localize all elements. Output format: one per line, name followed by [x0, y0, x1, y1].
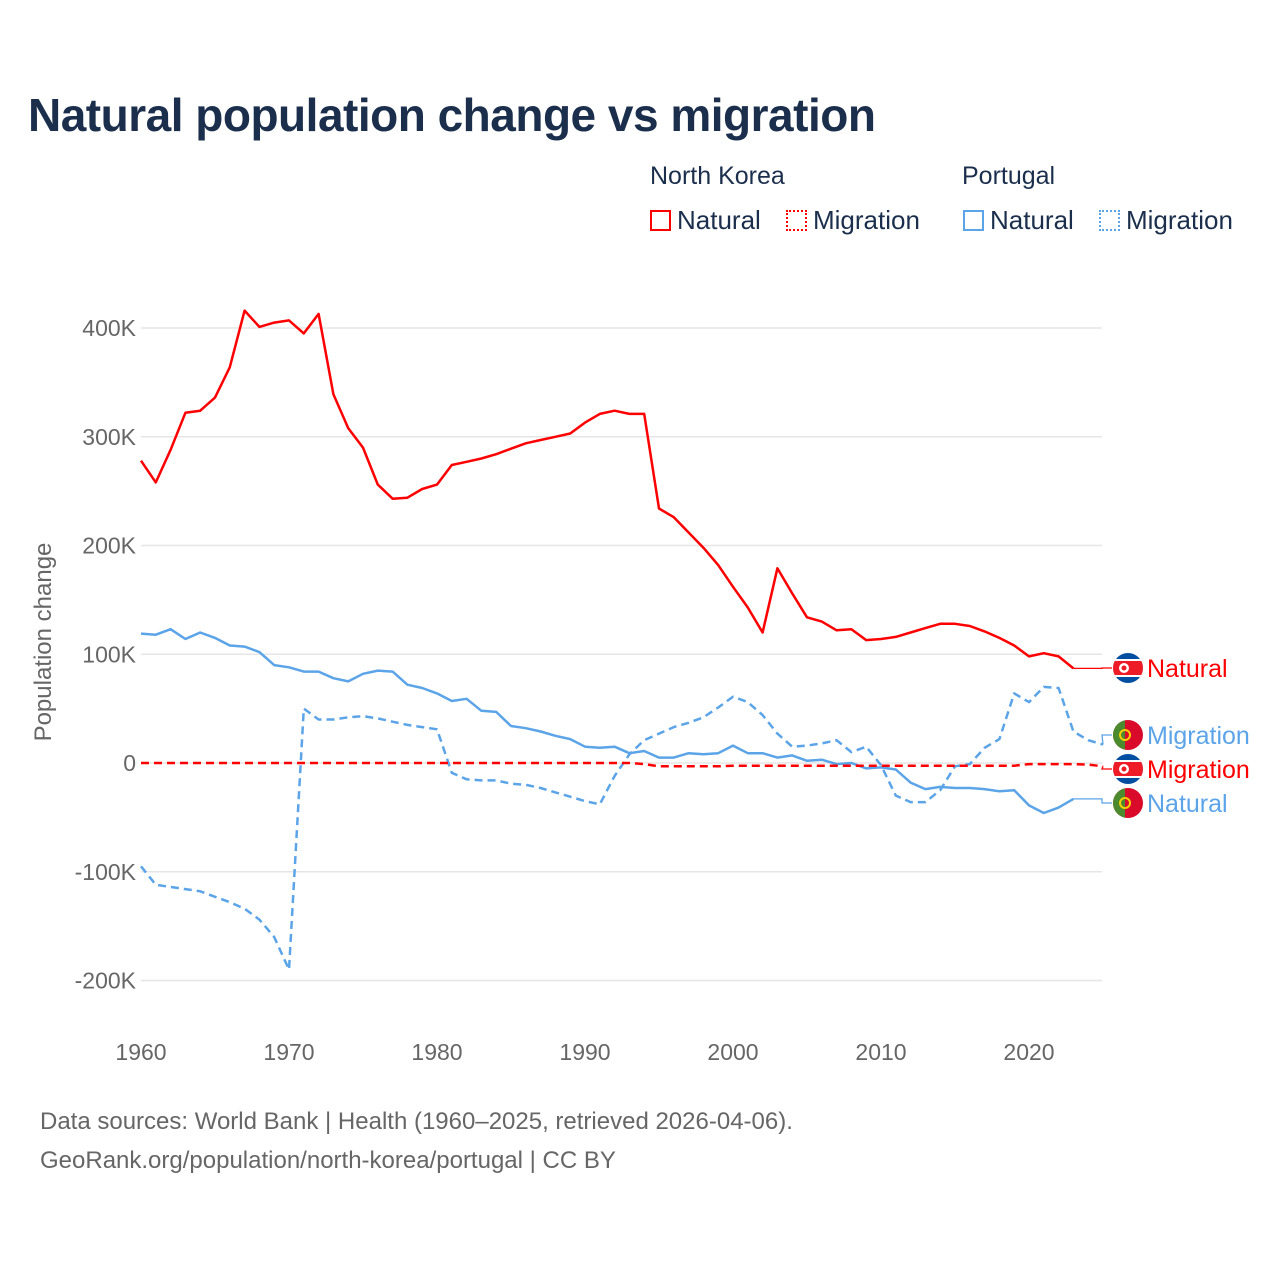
legend-label: Natural [990, 205, 1074, 235]
y-tick-label: -100K [75, 859, 137, 885]
legend-label: Natural [677, 205, 761, 235]
x-tick-label: 1980 [411, 1039, 462, 1065]
series-line-north-korea-natural [139, 309, 1075, 670]
series-line-north-korea-migration [141, 761, 1104, 768]
series-line-portugal-migration [140, 685, 1104, 971]
portugal-flag-icon [1113, 788, 1143, 818]
footer-sources: Data sources: World Bank | Health (1960–… [40, 1108, 793, 1135]
portugal-flag-icon [1113, 720, 1143, 750]
solid-swatch-icon [650, 210, 671, 231]
x-tick-label: 2000 [707, 1039, 758, 1065]
label-connector [1101, 766, 1112, 770]
end-label: Migration [1147, 756, 1250, 784]
flag-body [1113, 653, 1143, 683]
legend-label: Migration [813, 205, 920, 235]
flag-sphere [1119, 729, 1131, 741]
y-tick-label: 300K [82, 424, 136, 450]
legend-item-pt-migration[interactable]: Migration [1099, 205, 1233, 236]
legend-label: Migration [1126, 205, 1233, 235]
series-line-portugal-natural [140, 627, 1075, 815]
flag-body [1113, 788, 1143, 818]
x-tick-label: 1960 [115, 1039, 166, 1065]
legend-item-pt-natural[interactable]: Natural [963, 205, 1074, 236]
north-korea-flag-icon [1113, 754, 1143, 784]
footer-attribution: GeoRank.org/population/north-korea/portu… [40, 1147, 616, 1174]
y-tick-label: 400K [82, 315, 136, 341]
north-korea-flag-icon [1113, 653, 1143, 683]
y-axis-label: Population change [30, 543, 57, 742]
y-tick-label: -200K [75, 968, 137, 994]
y-tick-label: 0 [123, 750, 136, 776]
legend-group-portugal: Portugal [962, 162, 1056, 190]
flag-star [1121, 766, 1127, 772]
legend-item-nk-migration[interactable]: Migration [786, 205, 920, 236]
x-tick-label: 1990 [559, 1039, 610, 1065]
x-tick-label: 1970 [263, 1039, 314, 1065]
y-tick-label: 200K [82, 533, 136, 559]
solid-swatch-icon [963, 210, 984, 231]
legend-group-north-korea: North Korea [650, 162, 785, 190]
x-tick-label: 2020 [1003, 1039, 1054, 1065]
end-label: Migration [1147, 722, 1250, 750]
flag-sphere [1119, 797, 1131, 809]
label-connector [1101, 734, 1112, 745]
label-connector [1073, 798, 1112, 804]
end-label: Natural [1147, 655, 1228, 683]
y-tick-label: 100K [82, 641, 136, 667]
chart-title: Natural population change vs migration [28, 89, 876, 141]
end-label: Natural [1147, 790, 1228, 818]
dotted-swatch-icon [786, 210, 807, 231]
legend-item-nk-natural[interactable]: Natural [650, 205, 761, 236]
flag-body [1113, 754, 1143, 784]
flag-body [1113, 720, 1143, 750]
dotted-swatch-icon [1099, 210, 1120, 231]
x-tick-label: 2010 [855, 1039, 906, 1065]
flag-star [1121, 665, 1127, 671]
